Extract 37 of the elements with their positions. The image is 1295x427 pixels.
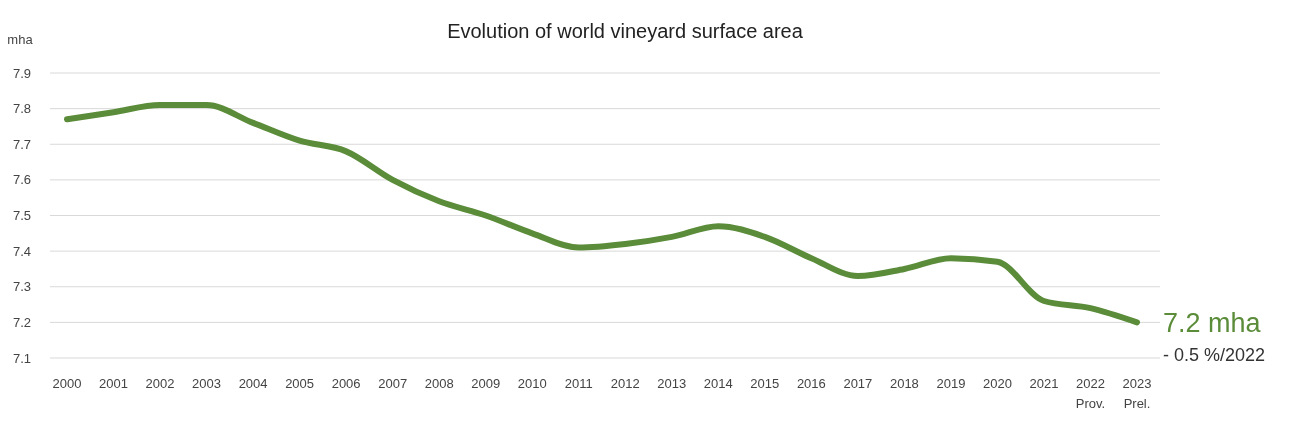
y-axis-title: mha bbox=[7, 32, 34, 47]
x-tick-label: 2010 bbox=[517, 376, 547, 391]
x-tick-label: 2019 bbox=[936, 376, 966, 391]
x-tick-label: 2013 bbox=[657, 376, 687, 391]
x-tick-label: 2009 bbox=[471, 376, 501, 391]
y-tick-label: 7.6 bbox=[12, 172, 32, 188]
x-tick-label: 2020 bbox=[982, 376, 1012, 391]
y-tick-label: 7.4 bbox=[12, 243, 32, 259]
x-tick-label: 2004 bbox=[238, 376, 268, 391]
annotation: 7.2 mha bbox=[1163, 307, 1262, 338]
x-tick-label: 2006 bbox=[331, 376, 361, 391]
y-tick-label: 7.5 bbox=[12, 208, 32, 224]
x-tick-label: 2008 bbox=[424, 376, 454, 391]
x-tick-label: 2011 bbox=[564, 376, 593, 391]
x-tick-label: 2018 bbox=[889, 376, 919, 391]
y-tick-label: 7.3 bbox=[12, 279, 32, 295]
y-tick-label: 7.9 bbox=[12, 65, 32, 81]
x-tick-label: 2017 bbox=[843, 376, 873, 391]
x-tick-label: 2016 bbox=[796, 376, 826, 391]
x-tick-label: 2003 bbox=[192, 376, 222, 391]
x-tick-label: 2007 bbox=[378, 376, 408, 391]
text: - 0.5 %/2022 bbox=[1163, 344, 1266, 365]
y-tick-label: 7.7 bbox=[12, 136, 32, 152]
y-tick-label: 7.8 bbox=[12, 101, 32, 117]
x-tick-label: 2015 bbox=[750, 376, 780, 391]
x-tick-label: 2005 bbox=[285, 376, 315, 391]
x-tick-label: 2014 bbox=[703, 376, 733, 391]
x-tick-label: 2021 bbox=[1029, 376, 1059, 391]
x-tick-label: 2022 Prov. bbox=[1075, 376, 1106, 411]
x-tick-label: 2000 bbox=[52, 376, 82, 391]
x-tick-label: 2012 bbox=[610, 376, 640, 391]
x-tick-label: 2023 Prel. bbox=[1122, 376, 1152, 411]
x-tick-label: 2001 bbox=[99, 376, 128, 391]
y-tick-label: 7.2 bbox=[12, 314, 32, 330]
x-tick-label: 2002 bbox=[145, 376, 175, 391]
y-tick-label: 7.1 bbox=[12, 350, 32, 366]
chart-title: Evolution of world vineyard surface area bbox=[447, 20, 804, 42]
